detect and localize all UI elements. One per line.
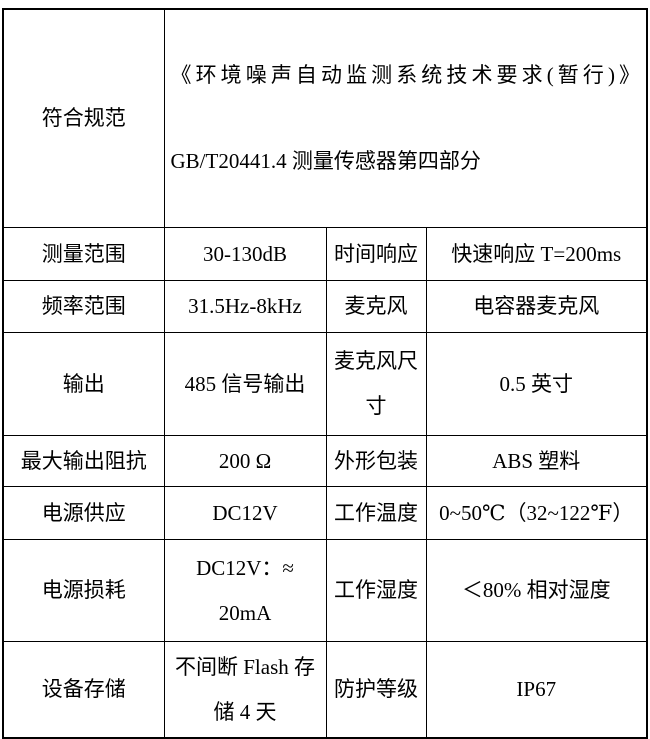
standard-code-line: GB/T20441.4 测量传感器第四部分 <box>170 149 481 173</box>
spec-value-cell: 电容器麦克风 <box>425 280 648 333</box>
spec-value-cell: 快速响应 T=200ms <box>425 227 648 281</box>
spec-label-cell: 防护等级 <box>325 641 427 739</box>
spec-value-cell: 30-130dB <box>163 227 327 281</box>
standard-title-line: 《环境噪声自动监测系统技术要求(暂行)》 <box>170 63 641 87</box>
spec-label-cell: 输出 <box>2 332 165 436</box>
spec-label-cell: 设备存储 <box>2 641 165 739</box>
table-row: 符合规范 《环境噪声自动监测系统技术要求(暂行)》 GB/T20441.4 测量… <box>2 8 648 228</box>
compliance-value-cell: 《环境噪声自动监测系统技术要求(暂行)》 GB/T20441.4 测量传感器第四… <box>163 8 648 228</box>
spec-label-cell: 最大输出阻抗 <box>2 435 165 487</box>
spec-label-cell: 麦克风尺 寸 <box>325 332 427 436</box>
spec-value-cell: ABS 塑料 <box>425 435 648 487</box>
spec-label-cell: 符合规范 <box>2 8 165 228</box>
table-row: 电源损耗 DC12V：≈ 20mA 工作湿度 ＜80% 相对湿度 <box>2 539 648 642</box>
spec-value-cell: 不间断 Flash 存 储 4 天 <box>163 641 327 739</box>
table-row: 最大输出阻抗 200 Ω 外形包装 ABS 塑料 <box>2 435 648 487</box>
spec-label-cell: 麦克风 <box>325 280 427 333</box>
table-row: 输出 485 信号输出 麦克风尺 寸 0.5 英寸 <box>2 332 648 436</box>
spec-label-cell: 电源供应 <box>2 486 165 540</box>
spec-value-cell: ＜80% 相对湿度 <box>425 539 648 642</box>
spec-label-cell: 工作温度 <box>325 486 427 540</box>
spec-label-cell: 工作湿度 <box>325 539 427 642</box>
spec-value-cell: 485 信号输出 <box>163 332 327 436</box>
table-row: 电源供应 DC12V 工作温度 0~50℃（32~122℉） <box>2 486 648 540</box>
spec-value-cell: IP67 <box>425 641 648 739</box>
spec-label-cell: 时间响应 <box>325 227 427 281</box>
spec-value-cell: 31.5Hz-8kHz <box>163 280 327 333</box>
spec-value-cell: DC12V：≈ 20mA <box>163 539 327 642</box>
spec-table: 符合规范 《环境噪声自动监测系统技术要求(暂行)》 GB/T20441.4 测量… <box>2 8 649 739</box>
spec-value-cell: 200 Ω <box>163 435 327 487</box>
spec-value-cell: 0~50℃（32~122℉） <box>425 486 648 540</box>
table-row: 测量范围 30-130dB 时间响应 快速响应 T=200ms <box>2 227 648 281</box>
table-row: 频率范围 31.5Hz-8kHz 麦克风 电容器麦克风 <box>2 280 648 333</box>
spec-value-cell: 0.5 英寸 <box>425 332 648 436</box>
spec-label-cell: 外形包装 <box>325 435 427 487</box>
spec-label-cell: 测量范围 <box>2 227 165 281</box>
spec-value-cell: DC12V <box>163 486 327 540</box>
table-row: 设备存储 不间断 Flash 存 储 4 天 防护等级 IP67 <box>2 641 648 739</box>
spec-label-cell: 电源损耗 <box>2 539 165 642</box>
spec-label-cell: 频率范围 <box>2 280 165 333</box>
